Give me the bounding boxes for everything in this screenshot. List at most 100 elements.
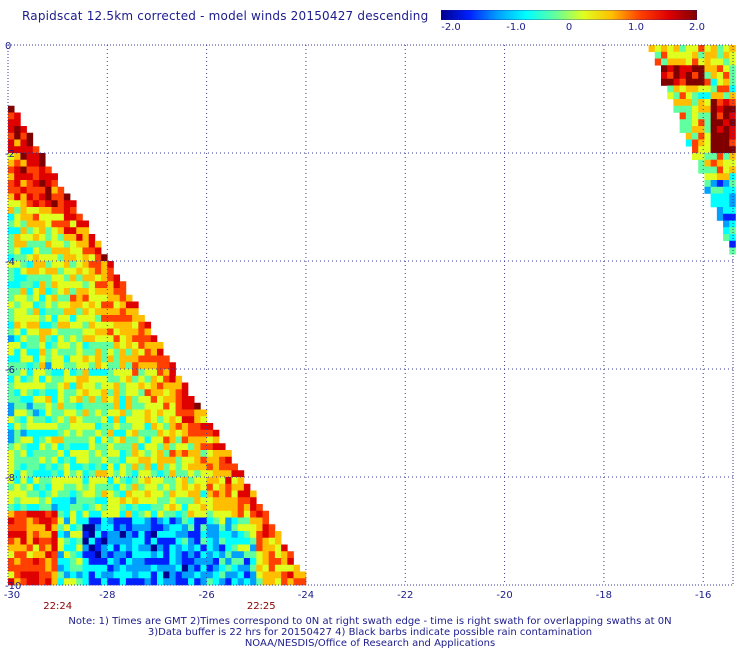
- heatmap-cell: [125, 470, 133, 478]
- heatmap-cell: [156, 443, 164, 451]
- heatmap-cell: [26, 544, 34, 552]
- heatmap-cell: [94, 531, 102, 539]
- heatmap-cell: [57, 308, 65, 316]
- heatmap-cell: [88, 321, 96, 329]
- heatmap-cell: [45, 483, 52, 491]
- heatmap-cell: [237, 537, 245, 545]
- heatmap-cell: [268, 551, 276, 559]
- heatmap-cell: [256, 537, 263, 545]
- heatmap-cell: [175, 382, 183, 390]
- heatmap-cell: [63, 301, 71, 309]
- heatmap-cell: [51, 294, 58, 302]
- heatmap-cell: [243, 558, 251, 566]
- heatmap-cell: [32, 450, 40, 458]
- heatmap-cell: [150, 429, 158, 437]
- heatmap-cell: [57, 321, 65, 329]
- heatmap-cell: [57, 375, 65, 383]
- heatmap-cell: [88, 396, 96, 404]
- heatmap-cell: [20, 409, 27, 417]
- heatmap-cell: [20, 180, 27, 188]
- heatmap-cell: [63, 423, 71, 431]
- heatmap-cell: [685, 85, 693, 93]
- heatmap-cell: [94, 274, 102, 282]
- heatmap-cell: [723, 132, 730, 140]
- heatmap-cell: [710, 153, 718, 161]
- heatmap-cell: [14, 423, 21, 431]
- heatmap-cell: [14, 463, 21, 471]
- heatmap-cell: [45, 544, 52, 552]
- heatmap-cell: [14, 551, 21, 559]
- heatmap-cell: [20, 375, 27, 383]
- heatmap-cell: [63, 308, 71, 316]
- heatmap-cell: [231, 477, 238, 485]
- heatmap-cell: [125, 443, 133, 451]
- heatmap-cell: [88, 490, 96, 498]
- heatmap-cell: [82, 362, 89, 370]
- heatmap-cell: [51, 207, 58, 215]
- heatmap-cell: [685, 51, 693, 59]
- heatmap-cell: [51, 274, 58, 282]
- heatmap-cell: [76, 227, 83, 235]
- heatmap-cell: [188, 571, 195, 579]
- heatmap-cell: [692, 105, 699, 113]
- heatmap-cell: [101, 450, 108, 458]
- heatmap-cell: [194, 551, 201, 559]
- heatmap-cell: [156, 409, 164, 417]
- heatmap-cell: [144, 517, 152, 525]
- heatmap-cell: [32, 227, 40, 235]
- heatmap-cell: [181, 483, 189, 491]
- heatmap-cell: [231, 537, 238, 545]
- heatmap-cell: [51, 396, 58, 404]
- heatmap-cell: [32, 254, 40, 262]
- heatmap-cell: [57, 261, 65, 269]
- heatmap-cell: [101, 382, 108, 390]
- heatmap-cell: [8, 362, 15, 370]
- heatmap-cell: [256, 551, 263, 559]
- heatmap-cell: [32, 180, 40, 188]
- heatmap-cell: [63, 207, 71, 215]
- heatmap-cell: [206, 490, 214, 498]
- heatmap-cell: [125, 517, 133, 525]
- heatmap-cell: [20, 497, 27, 505]
- heatmap-cell: [156, 429, 164, 437]
- heatmap-cell: [57, 436, 65, 444]
- heatmap-cell: [32, 247, 40, 255]
- heatmap-cell: [163, 483, 170, 491]
- heatmap-cell: [225, 578, 232, 586]
- heatmap-cell: [113, 504, 121, 512]
- heatmap-cell: [32, 261, 40, 269]
- heatmap-cell: [26, 159, 34, 167]
- heatmap-cell: [32, 558, 40, 566]
- heatmap-cell: [716, 126, 724, 134]
- heatmap-cell: [144, 463, 152, 471]
- heatmap-cell: [101, 267, 108, 275]
- heatmap-cell: [70, 328, 77, 336]
- heatmap-cell: [710, 166, 718, 174]
- heatmap-cell: [660, 65, 668, 73]
- heatmap-cell: [132, 497, 139, 505]
- heatmap-cell: [268, 558, 276, 566]
- heatmap-cell: [274, 531, 282, 539]
- heatmap-cell: [8, 119, 15, 127]
- heatmap-cell: [274, 537, 282, 545]
- heatmap-cell: [14, 308, 21, 316]
- heatmap-cell: [113, 335, 121, 343]
- heatmap-cell: [231, 551, 238, 559]
- heatmap-cell: [132, 477, 139, 485]
- heatmap-cell: [188, 517, 195, 525]
- heatmap-cell: [32, 355, 40, 363]
- heatmap-cell: [716, 112, 724, 120]
- heatmap-cell: [76, 490, 83, 498]
- heatmap-cell: [57, 558, 65, 566]
- heatmap-cell: [200, 463, 207, 471]
- heatmap-cell: [26, 558, 34, 566]
- colorbar: [441, 10, 697, 20]
- heatmap-cell: [237, 544, 245, 552]
- heatmap-cell: [250, 490, 257, 498]
- heatmap-cell: [113, 423, 121, 431]
- heatmap-cell: [39, 200, 46, 208]
- heatmap-cell: [45, 207, 52, 215]
- heatmap-cell: [231, 524, 238, 532]
- heatmap-cell: [231, 490, 238, 498]
- heatmap-cell: [188, 490, 195, 498]
